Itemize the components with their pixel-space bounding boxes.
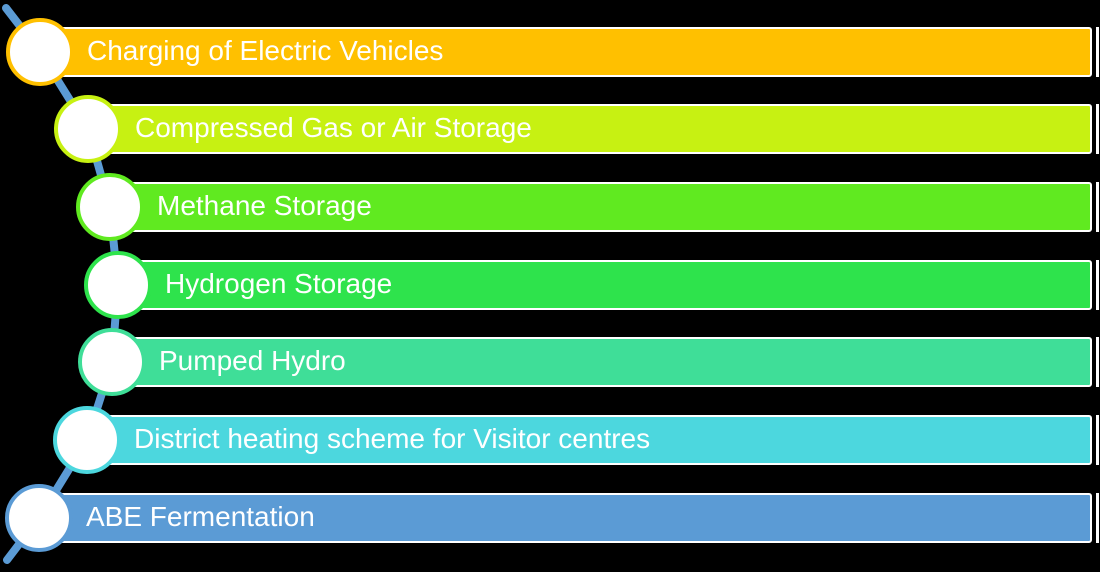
step-bar: Compressed Gas or Air Storage <box>88 104 1099 154</box>
step-circle <box>76 173 144 241</box>
step-bar: ABE Fermentation <box>39 493 1099 543</box>
step-label: ABE Fermentation <box>86 500 315 532</box>
step-circle <box>5 484 73 552</box>
step-label: Methane Storage <box>157 189 372 221</box>
step-label: Compressed Gas or Air Storage <box>135 111 532 143</box>
step-circle <box>6 18 74 86</box>
step-circle <box>53 406 121 474</box>
step-bar: District heating scheme for Visitor cent… <box>87 415 1099 465</box>
step-label: Hydrogen Storage <box>165 267 393 299</box>
step-label: Charging of Electric Vehicles <box>87 34 444 66</box>
step-circle <box>84 251 152 319</box>
step-label: District heating scheme for Visitor cent… <box>134 422 651 454</box>
step-label: Pumped Hydro <box>159 344 346 376</box>
step-bar: Hydrogen Storage <box>118 260 1099 310</box>
step-circle <box>78 328 146 396</box>
step-bar: Pumped Hydro <box>112 337 1099 387</box>
step-circle <box>54 95 122 163</box>
step-bar: Methane Storage <box>110 182 1099 232</box>
